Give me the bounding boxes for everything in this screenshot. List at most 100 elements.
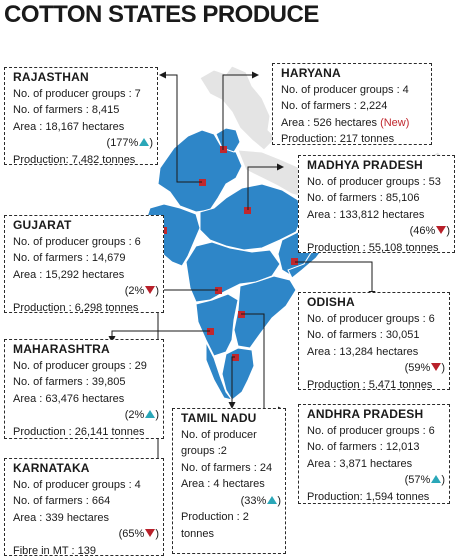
madhya-pradesh-change: (46% — [409, 225, 436, 237]
leader-tamil-nadu — [228, 356, 236, 409]
odisha-farmers: No. of farmers : 30,051 — [307, 329, 420, 341]
gujarat-production: Production : 6,298 tonnes — [13, 301, 139, 313]
odisha-production: Production : 5,471 tonnes — [307, 378, 433, 390]
haryana-production: Production: 217 tonnes — [281, 133, 395, 145]
trend-up-icon — [267, 495, 278, 504]
tamil-nadu-groups-line2: groups :2 — [181, 445, 227, 457]
maharashtra-change: (2% — [124, 409, 145, 421]
karnataka-farmers: No. of farmers : 664 — [13, 495, 111, 507]
gujarat-farmers: No. of farmers : 14,679 — [13, 252, 126, 264]
madhya-pradesh-name: MADHYA PRADESH — [307, 158, 423, 172]
tamil-nadu-info-box: TAMIL NADU No. of producer groups :2 No.… — [172, 408, 286, 554]
rajasthan-groups: No. of producer groups : 7 — [13, 87, 141, 100]
gujarat-change: (2% — [124, 285, 145, 297]
haryana-new-tag: (New) — [380, 116, 410, 129]
leader-madhya-pradesh — [247, 163, 284, 210]
marker-madhya-pradesh — [244, 207, 251, 214]
madhya-pradesh-production: Production : 55,108 tonnes — [307, 241, 439, 253]
andhra-pradesh-info-box: ANDHRA PRADESH No. of producer groups : … — [298, 404, 450, 504]
odisha-info-box: ODISHA No. of producer groups : 6 No. of… — [298, 292, 450, 390]
andhra-pradesh-change-row: (57%) — [404, 474, 445, 486]
madhya-pradesh-info-box: MADHYA PRADESH No. of producer groups : … — [298, 155, 455, 253]
haryana-info-box: HARYANA No. of producer groups : 4 No. o… — [272, 63, 432, 145]
maharashtra-production: Production : 26,141 tonnes — [13, 425, 145, 438]
leader-haryana — [222, 71, 259, 150]
rajasthan-change-row: (177%) — [106, 137, 153, 149]
trend-down-icon — [145, 529, 156, 537]
haryana-farmers: No. of farmers : 2,224 — [281, 100, 388, 112]
andhra-pradesh-area: Area : 3,871 hectares — [307, 457, 413, 470]
rajasthan-area: Area : 18,167 hectares — [13, 120, 125, 133]
madhya-pradesh-change-row: (46%) — [409, 225, 450, 237]
state-telangana-andhra — [233, 275, 297, 349]
trend-down-icon — [436, 226, 447, 234]
rajasthan-name: RAJASTHAN — [13, 70, 89, 84]
tamil-nadu-production-line2: tonnes — [181, 527, 215, 540]
gujarat-info-box: GUJARAT No. of producer groups : 6 No. o… — [4, 215, 164, 313]
maharashtra-change-row: (2%) — [124, 409, 159, 421]
karnataka-change: (65% — [118, 528, 145, 540]
odisha-change: (59% — [404, 362, 431, 374]
trend-up-icon — [139, 138, 150, 146]
madhya-pradesh-area: Area : 133,812 hectares — [307, 208, 425, 221]
odisha-name: ODISHA — [307, 295, 355, 309]
gujarat-area: Area : 15,292 hectares — [13, 268, 125, 281]
andhra-pradesh-production: Production: 1,594 tonnes — [307, 490, 430, 503]
karnataka-fibre: Fibre in MT : 139 — [13, 544, 96, 556]
marker-rajasthan — [199, 179, 206, 186]
tamil-nadu-groups-line1: No. of producer — [181, 428, 257, 441]
gujarat-name: GUJARAT — [13, 218, 72, 232]
karnataka-name: KARNATAKA — [13, 461, 90, 475]
madhya-pradesh-groups: No. of producer groups : 53 — [307, 175, 441, 188]
tamil-nadu-area: Area : 4 hectares — [181, 478, 265, 490]
odisha-change-row: (59%) — [404, 362, 445, 374]
rajasthan-info-box: RAJASTHAN No. of producer groups : 7 No.… — [4, 67, 158, 165]
maharashtra-farmers: No. of farmers : 39,805 — [13, 376, 126, 388]
odisha-area: Area : 13,284 hectares — [307, 345, 419, 358]
rajasthan-farmers: No. of farmers : 8,415 — [13, 104, 120, 116]
marker-tamil-nadu — [232, 354, 239, 361]
trend-up-icon — [145, 410, 156, 418]
karnataka-info-box: KARNATAKA No. of producer groups : 4 No.… — [4, 458, 164, 556]
maharashtra-info-box: MAHARASHTRA No. of producer groups : 29 … — [4, 339, 164, 439]
karnataka-area: Area : 339 hectares — [13, 511, 110, 524]
north-region — [199, 65, 277, 151]
rajasthan-change: (177% — [106, 137, 139, 149]
tamil-nadu-farmers: No. of farmers : 24 — [181, 461, 273, 474]
karnataka-groups: No. of producer groups : 4 — [13, 478, 141, 491]
leader-odisha — [295, 261, 376, 298]
haryana-name: HARYANA — [281, 66, 341, 80]
maharashtra-name: MAHARASHTRA — [13, 342, 110, 356]
karnataka-change-row: (65%) — [118, 528, 159, 540]
gujarat-change-row: (2%) — [124, 285, 159, 297]
trend-down-icon — [431, 363, 442, 371]
andhra-pradesh-farmers: No. of farmers : 12,013 — [307, 441, 420, 453]
odisha-groups: No. of producer groups : 6 — [307, 312, 435, 325]
tamil-nadu-change: (33% — [240, 494, 267, 507]
marker-odisha — [291, 258, 298, 265]
haryana-area-row: Area : 526 hectares (New) — [281, 115, 427, 132]
maharashtra-area: Area : 63,476 hectares — [13, 392, 125, 405]
state-tamil-nadu — [221, 347, 255, 401]
state-maharashtra — [185, 241, 281, 303]
tamil-nadu-name: TAMIL NADU — [181, 411, 257, 425]
trend-down-icon — [145, 286, 156, 294]
madhya-pradesh-farmers: No. of farmers : 85,106 — [307, 192, 420, 204]
andhra-pradesh-name: ANDHRA PRADESH — [307, 407, 424, 421]
page-title: COTTON STATES PRODUCE — [4, 1, 319, 28]
tamil-nadu-production-line1: Production : 2 — [181, 511, 249, 523]
leader-maharashtra — [108, 330, 210, 343]
marker-karnataka — [215, 287, 222, 294]
state-karnataka — [195, 293, 239, 357]
trend-up-icon — [431, 475, 442, 483]
marker-maharashtra — [207, 328, 214, 335]
haryana-area: Area : 526 hectares — [281, 116, 378, 129]
andhra-pradesh-groups: No. of producer groups : 6 — [307, 424, 435, 437]
maharashtra-groups: No. of producer groups : 29 — [13, 359, 147, 372]
rajasthan-production: Production: 7,482 tonnes — [13, 153, 136, 165]
andhra-pradesh-change: (57% — [404, 474, 431, 486]
gujarat-groups: No. of producer groups : 6 — [13, 235, 141, 248]
leader-rajasthan — [159, 71, 202, 183]
tamil-nadu-change-row: (33%) — [240, 494, 281, 507]
haryana-groups: No. of producer groups : 4 — [281, 83, 409, 96]
